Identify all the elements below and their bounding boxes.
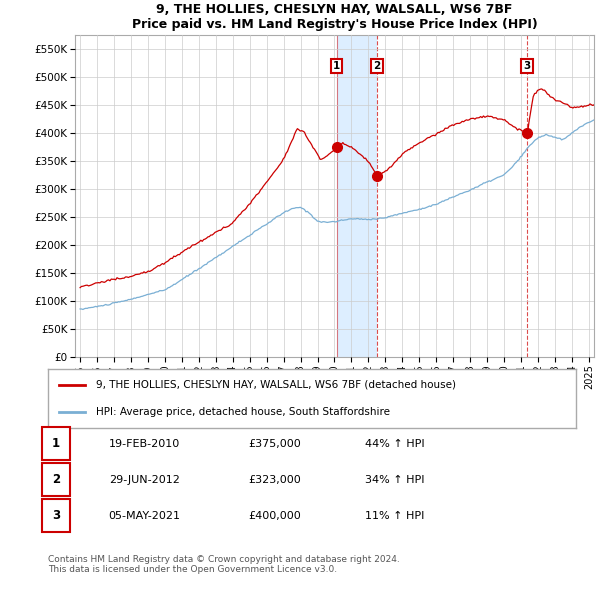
Text: Contains HM Land Registry data © Crown copyright and database right 2024.
This d: Contains HM Land Registry data © Crown c…: [48, 555, 400, 574]
Text: 3: 3: [523, 61, 530, 71]
Text: 2: 2: [373, 61, 380, 71]
Text: 3: 3: [52, 509, 60, 522]
Text: 29-JUN-2012: 29-JUN-2012: [109, 475, 179, 485]
Bar: [337, 35, 377, 357]
Text: 44% ↑ HPI: 44% ↑ HPI: [365, 439, 424, 449]
Text: £323,000: £323,000: [248, 475, 301, 485]
Text: 19-FEB-2010: 19-FEB-2010: [109, 439, 180, 449]
Text: HPI: Average price, detached house, South Staffordshire: HPI: Average price, detached house, Sout…: [95, 407, 389, 417]
Text: 9, THE HOLLIES, CHESLYN HAY, WALSALL, WS6 7BF (detached house): 9, THE HOLLIES, CHESLYN HAY, WALSALL, WS…: [95, 380, 455, 389]
FancyBboxPatch shape: [42, 427, 70, 460]
Text: 1: 1: [52, 437, 60, 450]
Text: 1: 1: [333, 61, 340, 71]
Text: 2: 2: [52, 473, 60, 486]
Text: 05-MAY-2021: 05-MAY-2021: [109, 511, 181, 521]
Text: 34% ↑ HPI: 34% ↑ HPI: [365, 475, 424, 485]
FancyBboxPatch shape: [42, 500, 70, 532]
Text: £375,000: £375,000: [248, 439, 301, 449]
FancyBboxPatch shape: [42, 464, 70, 496]
Title: 9, THE HOLLIES, CHESLYN HAY, WALSALL, WS6 7BF
Price paid vs. HM Land Registry's : 9, THE HOLLIES, CHESLYN HAY, WALSALL, WS…: [131, 4, 538, 31]
Text: £400,000: £400,000: [248, 511, 301, 521]
Text: 11% ↑ HPI: 11% ↑ HPI: [365, 511, 424, 521]
